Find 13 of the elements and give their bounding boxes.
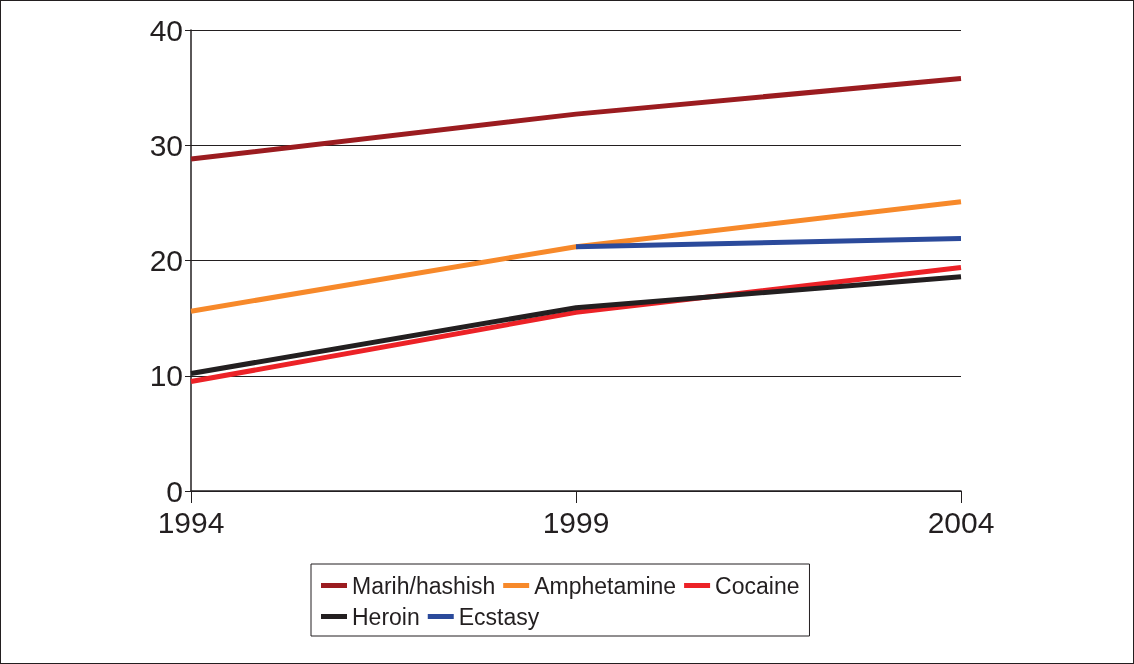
y-tick-label: 0	[166, 474, 183, 508]
x-tick-label: 1999	[542, 505, 610, 539]
x-tick-label: 1994	[157, 505, 225, 539]
y-tick-label: 10	[149, 359, 183, 393]
x-tick-label: 2004	[927, 505, 995, 539]
legend-label: Marih/hashish	[352, 572, 496, 599]
legend-label: Amphetamine	[534, 572, 677, 599]
y-tick-label: 30	[149, 128, 183, 162]
y-tick-label: 40	[149, 13, 183, 47]
legend-label: Heroin	[352, 603, 420, 630]
y-tick-label: 20	[149, 244, 183, 277]
legend-label: Ecstasy	[458, 603, 540, 630]
legend-label: Cocaine	[715, 572, 800, 599]
